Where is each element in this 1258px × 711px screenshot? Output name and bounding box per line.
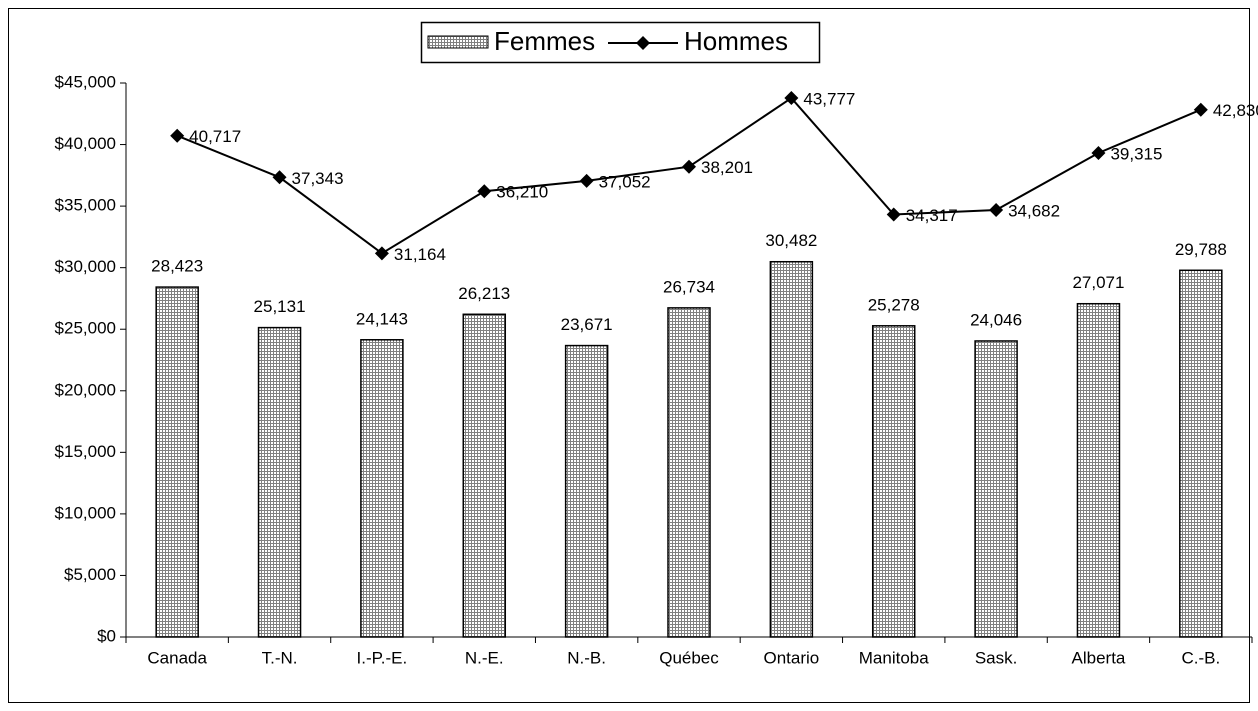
data-label: 36,210 (496, 183, 548, 202)
data-label: 23,671 (561, 315, 613, 334)
data-label: 26,734 (663, 277, 715, 296)
data-label: 24,046 (970, 310, 1022, 329)
marker (1091, 145, 1106, 160)
bar (1076, 302, 1121, 638)
x-tick-label: Ontario (763, 648, 819, 667)
data-label: 26,213 (458, 284, 510, 303)
marker (579, 173, 594, 188)
data-label: 38,201 (701, 158, 753, 177)
marker (374, 246, 389, 261)
legend-marker (636, 36, 650, 50)
x-tick-label: C.-B. (1181, 648, 1220, 667)
data-label: 25,131 (254, 297, 306, 316)
data-label: 42,830 (1213, 101, 1258, 120)
data-label: 43,777 (803, 90, 855, 109)
data-label: 29,788 (1175, 240, 1227, 259)
bar (564, 344, 609, 638)
data-label: 24,143 (356, 309, 408, 328)
chart-frame (8, 8, 1250, 703)
data-label: 28,423 (151, 257, 203, 276)
y-tick-label: $0 (97, 626, 116, 645)
data-label: 25,278 (868, 295, 920, 314)
x-tick-label: N.-E. (465, 648, 504, 667)
x-tick-label: N.-B. (567, 648, 606, 667)
x-tick-label: Québec (659, 648, 719, 667)
bar (769, 260, 814, 638)
y-tick-label: $20,000 (55, 380, 116, 399)
x-tick-label: Alberta (1072, 648, 1126, 667)
marker (272, 170, 287, 185)
x-tick-label: T.-N. (262, 648, 298, 667)
y-tick-label: $40,000 (55, 134, 116, 153)
legend-swatch (427, 35, 489, 49)
y-tick-label: $30,000 (55, 257, 116, 276)
bar (871, 325, 916, 638)
bar (257, 326, 302, 638)
data-label: 34,317 (906, 206, 958, 225)
y-tick-label: $15,000 (55, 442, 116, 461)
data-label: 31,164 (394, 245, 446, 264)
marker (682, 159, 696, 174)
data-label: 34,682 (1008, 202, 1060, 221)
data-label: 37,052 (599, 172, 651, 191)
bar (462, 313, 507, 638)
y-tick-label: $10,000 (55, 503, 116, 522)
bar (155, 286, 199, 638)
bar (1179, 269, 1223, 638)
marker (1193, 102, 1208, 117)
marker (477, 184, 492, 199)
data-label: 40,717 (189, 127, 241, 146)
legend-text: Hommes (684, 26, 788, 56)
x-tick-label: Canada (147, 648, 207, 667)
marker (886, 207, 901, 222)
marker (170, 128, 185, 143)
bar (667, 307, 711, 638)
data-label: 30,482 (765, 231, 817, 250)
data-label: 39,315 (1110, 144, 1162, 163)
legend-text: Femmes (494, 26, 595, 56)
y-tick-label: $5,000 (64, 565, 116, 584)
y-tick-label: $25,000 (55, 319, 116, 338)
data-label: 27,071 (1072, 273, 1124, 292)
x-tick-label: Manitoba (859, 648, 929, 667)
marker (989, 203, 1004, 218)
data-label: 37,343 (292, 169, 344, 188)
marker (784, 91, 799, 106)
bar (360, 339, 404, 638)
y-tick-label: $35,000 (55, 196, 116, 215)
x-tick-label: I.-P.-E. (357, 648, 408, 667)
y-tick-label: $45,000 (55, 72, 116, 91)
x-tick-label: Sask. (975, 648, 1018, 667)
bar (974, 340, 1018, 638)
